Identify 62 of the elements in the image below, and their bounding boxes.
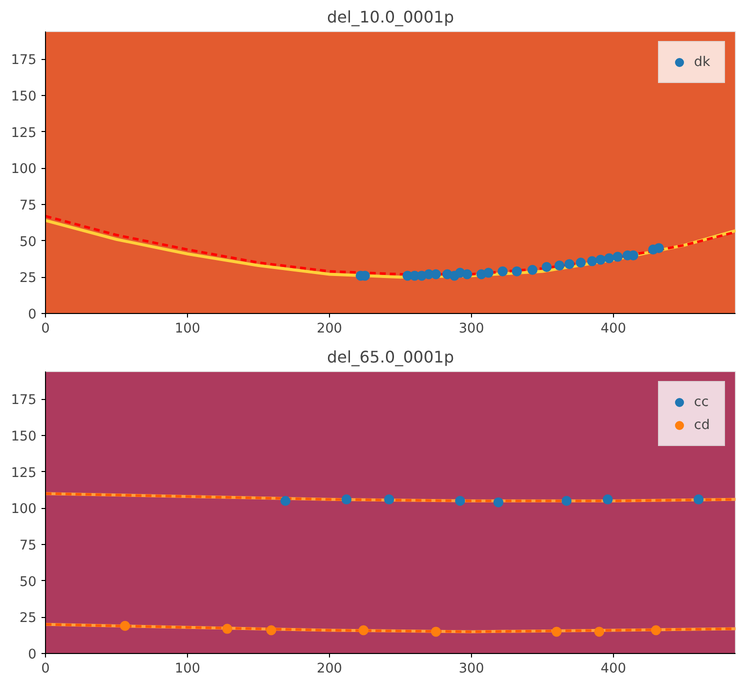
point: [280, 496, 290, 506]
point: [430, 269, 441, 280]
y-tick-label: 175: [11, 53, 37, 68]
x-tick-label: 300: [458, 322, 484, 336]
point: [562, 496, 572, 506]
point: [527, 264, 538, 275]
y-tick-label: 150: [11, 429, 37, 444]
point: [455, 496, 466, 506]
y-tick-label: 150: [11, 89, 37, 104]
y-tick-label: 50: [20, 234, 37, 250]
point: [493, 497, 504, 508]
point: [594, 626, 604, 637]
point: [604, 253, 614, 264]
x-tick-label: 0: [41, 662, 50, 676]
y-tick-label: 25: [20, 611, 37, 626]
point: [694, 494, 704, 504]
legend-label: dk: [694, 54, 712, 70]
x-tick-label: 0: [41, 322, 50, 336]
point: [222, 624, 232, 634]
legend-label: cc: [694, 394, 710, 410]
point: [120, 620, 130, 631]
point: [650, 625, 661, 636]
y-tick-label: 125: [11, 126, 37, 141]
y-tick-label: 175: [11, 393, 37, 408]
point: [576, 258, 586, 268]
y-tick-label: 25: [20, 271, 37, 286]
point: [542, 262, 552, 272]
point: [596, 254, 606, 265]
point: [512, 266, 522, 276]
point: [430, 626, 441, 637]
point: [384, 494, 394, 504]
point: [554, 260, 564, 271]
y-tick-label: 0: [28, 648, 37, 662]
point: [358, 625, 369, 636]
legend-label: cd: [694, 418, 711, 432]
point: [483, 268, 494, 278]
point: [612, 252, 623, 262]
chart-title: del_65.0_0001p: [327, 348, 454, 366]
point: [587, 256, 598, 266]
point: [462, 269, 472, 280]
x-tick-label: 400: [600, 322, 626, 336]
y-tick-label: 75: [20, 538, 37, 554]
y-tick-label: 0: [28, 308, 37, 322]
x-tick-label: 400: [600, 662, 626, 676]
x-tick-label: 200: [316, 322, 342, 336]
x-tick-label: 200: [316, 662, 342, 676]
y-tick-label: 75: [20, 198, 37, 214]
y-tick-label: 100: [11, 162, 37, 178]
point: [266, 625, 276, 636]
point: [552, 626, 562, 637]
point: [341, 494, 352, 504]
x-tick-label: 100: [174, 662, 200, 676]
x-tick-label: 300: [458, 662, 484, 676]
point: [498, 266, 508, 276]
y-tick-label: 100: [11, 502, 37, 518]
point: [564, 259, 574, 270]
point: [602, 494, 613, 504]
chart-title: del_10.0_0001p: [327, 8, 454, 26]
point: [654, 243, 664, 254]
y-tick-label: 125: [11, 466, 37, 481]
y-tick-label: 50: [20, 574, 37, 590]
x-tick-label: 100: [174, 322, 200, 336]
